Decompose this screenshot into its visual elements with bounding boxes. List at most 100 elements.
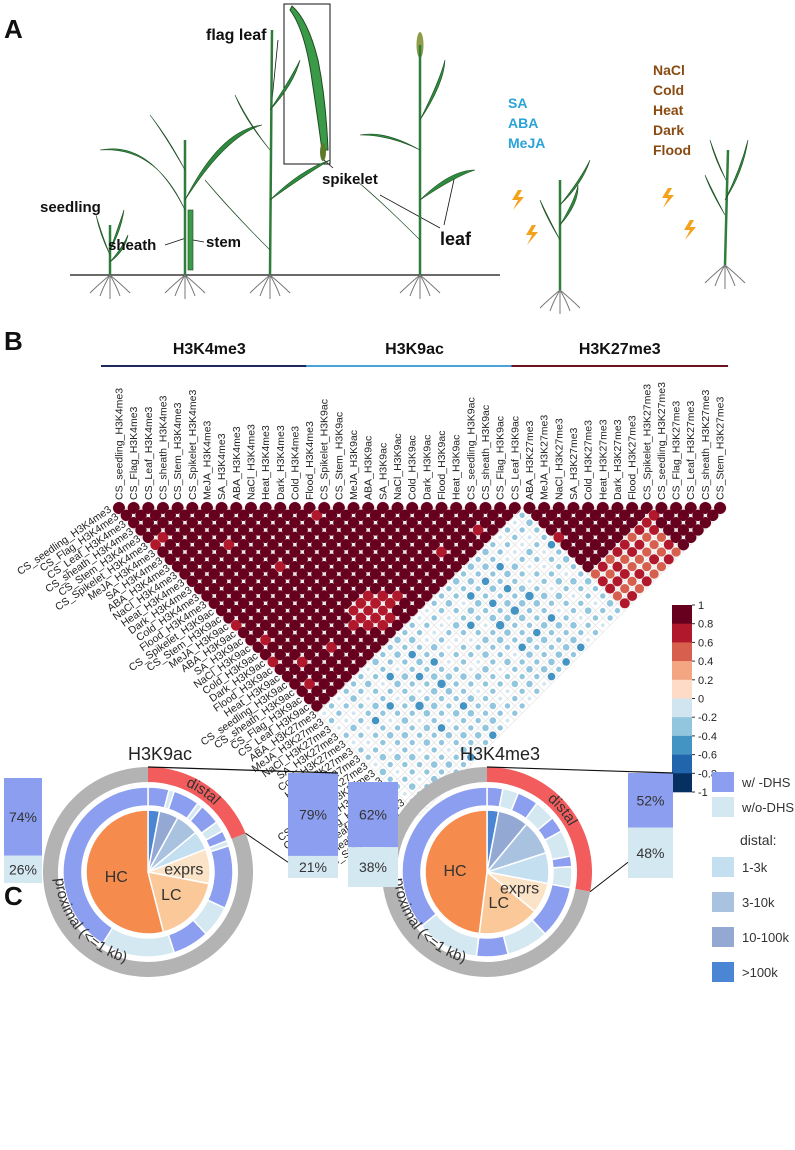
- corr-circle: [413, 568, 426, 580]
- corr-circle: [468, 739, 474, 746]
- corr-circle: [201, 560, 213, 573]
- corr-circle: [413, 597, 426, 609]
- corr-circle: [452, 709, 460, 717]
- corr-circle: [416, 732, 423, 738]
- treatment-label: Cold: [653, 82, 684, 98]
- corr-circle: [527, 535, 532, 540]
- corr-circle: [649, 554, 660, 565]
- pie-label: HC: [444, 863, 467, 880]
- corr-circle: [303, 575, 316, 587]
- corr-circle: [482, 739, 489, 746]
- corr-circle: [230, 619, 242, 631]
- corr-circle: [438, 593, 445, 599]
- corr-circle: [377, 619, 389, 631]
- corr-circle: [446, 703, 452, 709]
- corr-circle: [377, 560, 389, 573]
- corr-circle: [237, 553, 250, 566]
- corr-circle: [619, 539, 630, 550]
- corr-circle: [435, 560, 448, 573]
- inner-segment: [478, 870, 536, 935]
- legend-label: 10-100k: [742, 930, 789, 945]
- corr-circle: [567, 516, 580, 529]
- corr-circle: [408, 695, 416, 702]
- colorbar-bin: [672, 679, 692, 699]
- corr-circle: [534, 644, 540, 650]
- corr-circle: [245, 619, 257, 631]
- column-label: SA_H3K9ac: [377, 443, 389, 500]
- corr-circle: [424, 651, 430, 658]
- corr-circle: [402, 776, 408, 782]
- corr-circle: [421, 590, 433, 602]
- corr-circle: [508, 502, 521, 514]
- corr-circle: [479, 531, 492, 544]
- corr-circle: [384, 553, 396, 566]
- corr-circle: [362, 560, 374, 573]
- corr-circle: [438, 607, 445, 614]
- corr-circle: [245, 546, 257, 558]
- corr-circle: [215, 516, 228, 529]
- corr-circle: [592, 585, 599, 592]
- corr-circle: [318, 502, 331, 514]
- corr-circle: [281, 641, 294, 653]
- corr-circle: [171, 560, 184, 573]
- corr-circle: [472, 538, 484, 551]
- corr-circle: [358, 703, 364, 709]
- corr-circle: [296, 685, 308, 697]
- corr-circle: [333, 546, 345, 558]
- corr-circle: [391, 560, 404, 573]
- corr-circle: [355, 597, 367, 609]
- corr-circle: [252, 582, 264, 595]
- corr-circle: [438, 695, 445, 702]
- corr-circle: [179, 524, 191, 536]
- corr-circle: [501, 509, 514, 522]
- corr-circle: [245, 590, 257, 602]
- corr-circle: [527, 579, 532, 584]
- corr-circle: [252, 626, 264, 639]
- corr-circle: [318, 604, 330, 617]
- corr-circle: [512, 666, 518, 672]
- corr-circle: [562, 556, 570, 563]
- corr-circle: [435, 531, 448, 544]
- corr-circle: [465, 531, 477, 544]
- root: [399, 274, 421, 294]
- connector: [486, 766, 674, 774]
- corr-circle: [443, 553, 455, 566]
- corr-circle: [215, 546, 228, 558]
- corr-circle: [281, 670, 294, 683]
- root: [99, 274, 111, 297]
- corr-circle: [193, 553, 206, 566]
- corr-circle: [490, 541, 496, 548]
- corr-circle: [113, 502, 125, 514]
- corr-circle: [362, 634, 374, 646]
- corr-circle: [402, 688, 408, 694]
- corr-circle: [526, 622, 533, 628]
- corr-circle: [303, 590, 316, 602]
- corr-circle: [259, 516, 272, 529]
- column-label: CS_seedling_H3K27me3: [656, 382, 668, 500]
- connector: [147, 766, 339, 774]
- root: [559, 289, 571, 312]
- corr-circle: [560, 509, 572, 522]
- corr-circle: [424, 681, 430, 687]
- corr-circle: [474, 731, 482, 739]
- leaf: [95, 214, 111, 256]
- leaf: [709, 139, 727, 181]
- corr-circle: [193, 524, 206, 536]
- colorbar-label: 0.4: [698, 656, 713, 668]
- corr-circle: [534, 527, 540, 533]
- corr-circle: [575, 509, 587, 522]
- column-label: CS_seedling_H3K9ac: [465, 397, 477, 500]
- corr-circle: [350, 695, 357, 702]
- corr-circle: [373, 762, 378, 767]
- corr-circle: [663, 509, 675, 522]
- corr-circle: [142, 516, 155, 529]
- spikelet: [320, 143, 326, 161]
- corr-circle: [564, 572, 569, 576]
- group-label: H3K9ac: [385, 341, 444, 358]
- corr-circle: [570, 578, 577, 585]
- corr-circle: [328, 703, 335, 709]
- corr-circle: [460, 571, 467, 577]
- corr-circle: [460, 585, 467, 592]
- corr-circle: [481, 577, 490, 586]
- corr-circle: [245, 634, 257, 646]
